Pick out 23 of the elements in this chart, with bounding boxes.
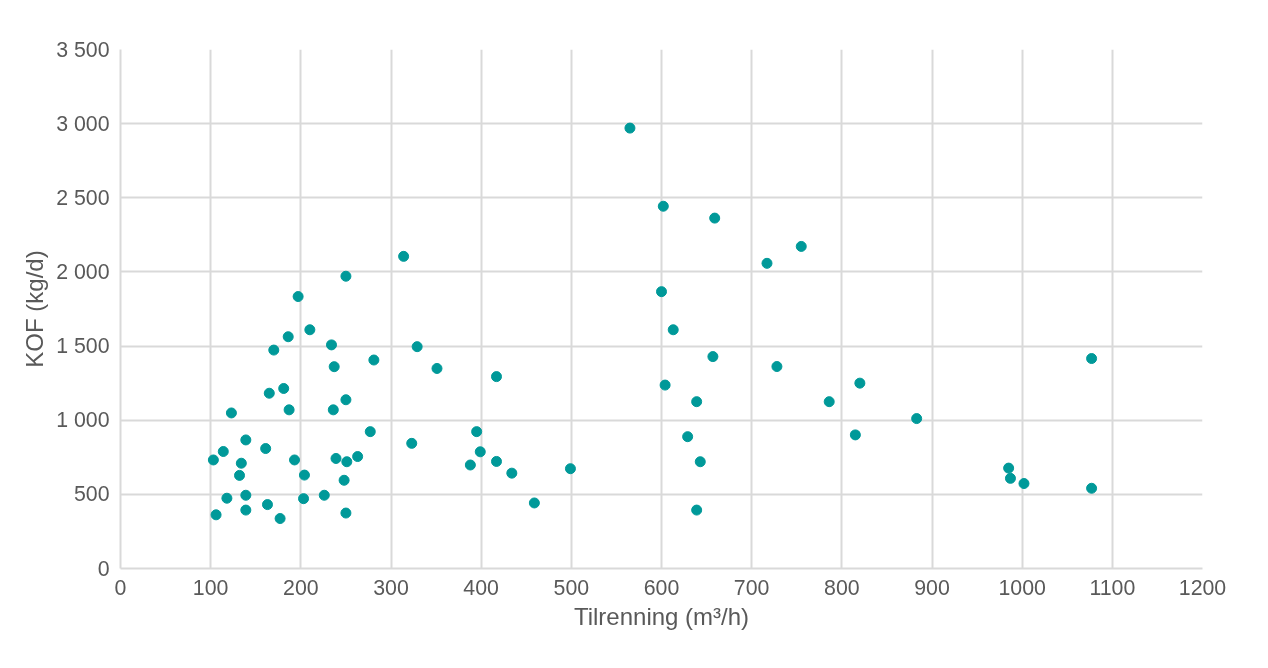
- x-tick-label: 700: [733, 575, 770, 600]
- x-tick-label: 900: [914, 575, 950, 600]
- x-tick-label: 100: [192, 575, 229, 600]
- y-tick-label: 2 000: [56, 259, 110, 284]
- x-axis-title: Tilrenning (m³/h): [573, 602, 750, 630]
- y-tick-label: 500: [73, 482, 110, 507]
- y-tick-label: 3 000: [56, 111, 110, 136]
- x-tick-label: 1100: [1089, 575, 1136, 600]
- x-tick-label: 1000: [998, 575, 1047, 600]
- x-tick-label: 1200: [1178, 575, 1227, 600]
- x-tick-label: 600: [643, 575, 680, 600]
- x-tick-label: 0: [114, 575, 127, 600]
- x-tick-label: 800: [824, 575, 860, 600]
- x-tick-label: 200: [283, 575, 319, 600]
- y-tick-label: 1 500: [56, 334, 110, 359]
- x-tick-label: 500: [553, 575, 590, 600]
- x-tick-label: 300: [373, 575, 409, 600]
- y-tick-label: 2 500: [56, 185, 110, 210]
- y-tick-label: 3 500: [56, 37, 110, 62]
- y-tick-label: 1 000: [56, 408, 110, 433]
- y-axis-title: KOF (kg/d): [21, 250, 49, 368]
- x-tick-label: 400: [463, 575, 500, 600]
- y-tick-label: 0: [97, 556, 110, 581]
